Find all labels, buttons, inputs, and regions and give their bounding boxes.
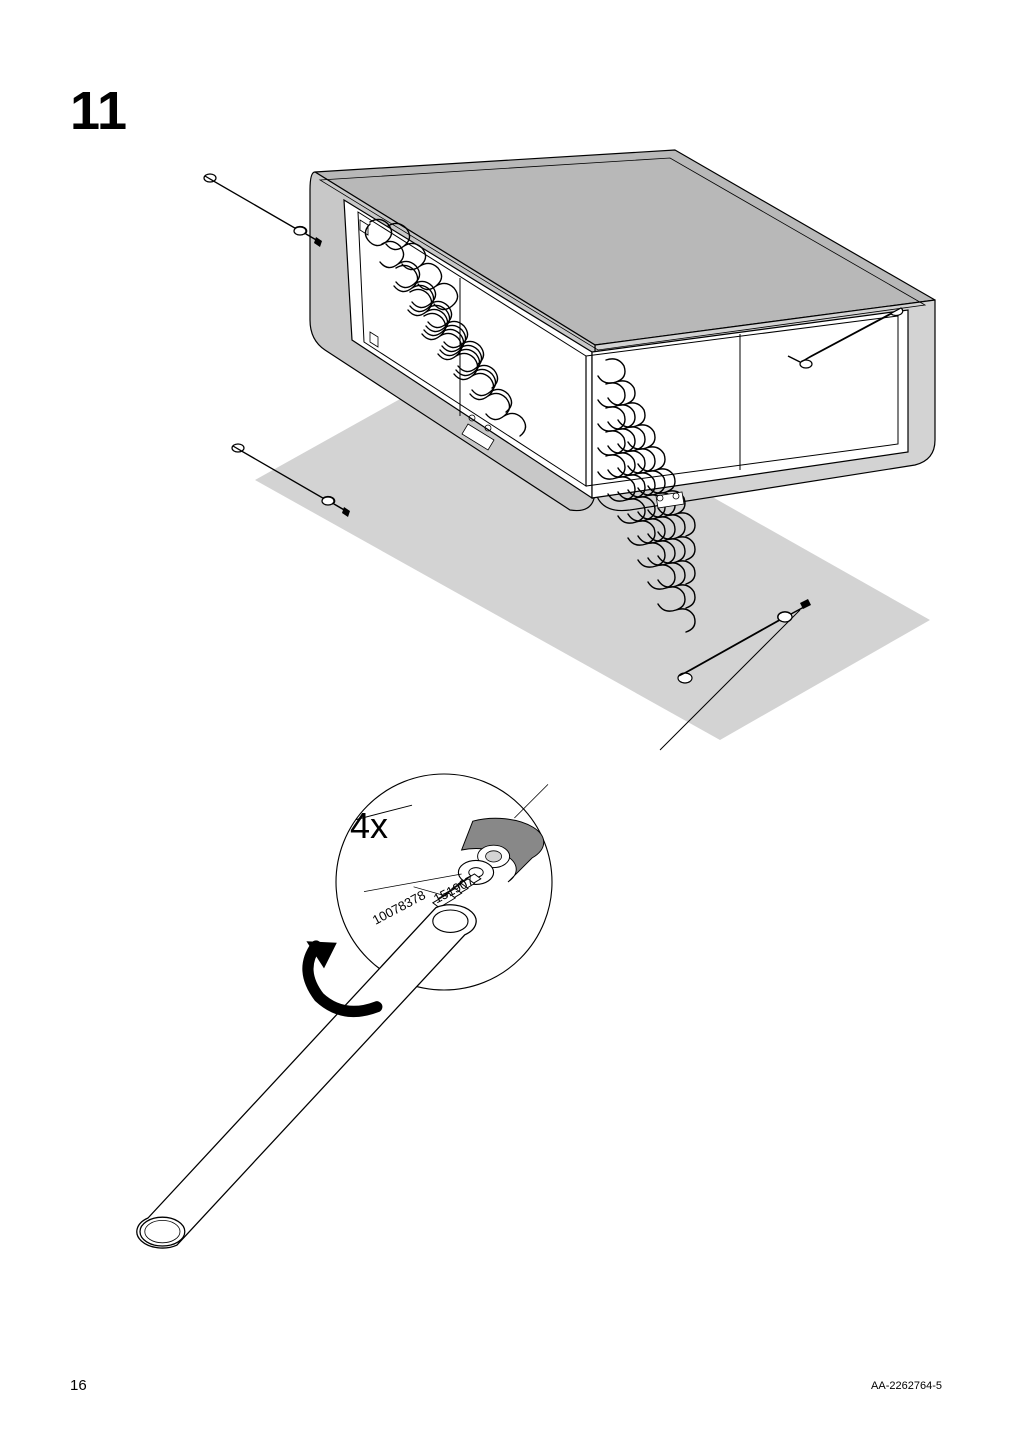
page-footer: 16 AA-2262764-5 [70, 1377, 942, 1394]
page-number: 16 [70, 1377, 87, 1394]
leg-top-left [204, 174, 322, 247]
document-code: AA-2262764-5 [871, 1380, 942, 1392]
leg-attachment-detail [30, 770, 730, 1330]
main-assembly-illustration [100, 100, 960, 800]
quantity-label: 4x [350, 805, 388, 847]
